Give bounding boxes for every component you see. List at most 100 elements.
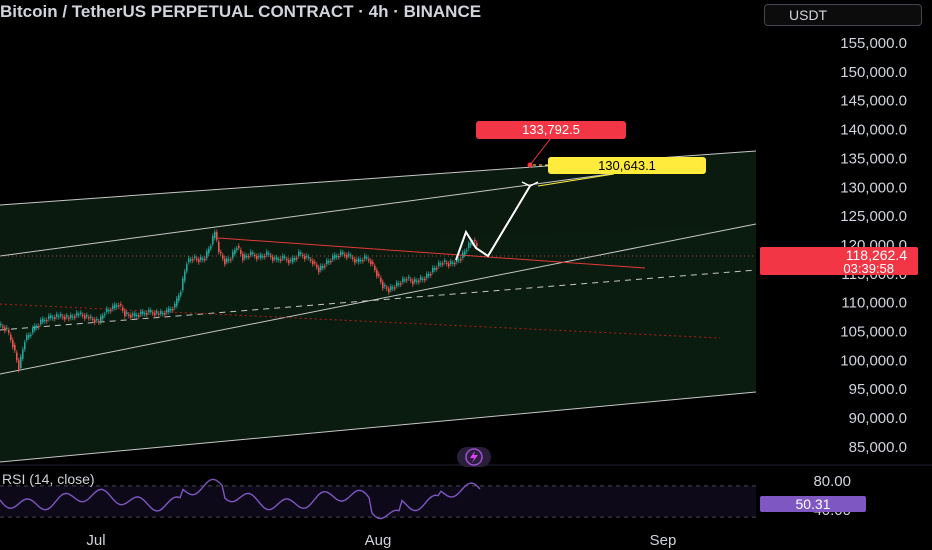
candle-body [464,251,466,255]
candle-body [368,259,370,261]
price-tick-label: 90,000.0 [849,410,907,427]
candle-body [348,253,350,256]
candle-body [134,313,136,316]
candle-body [384,285,386,287]
candle-body [2,326,4,328]
candle-body [360,260,362,262]
candle-body [286,259,288,261]
candle-body [6,327,8,329]
channel-support-line [0,223,757,375]
candle-body [272,257,274,261]
candle-body [92,318,94,320]
candle-body [276,257,278,260]
candle-body [338,256,340,258]
target-mid-label: 130,643.1 [598,158,656,173]
candle-body [220,252,222,254]
candle-body [262,256,264,258]
candle-body [254,255,256,257]
current-price-label: 118,262.4 [846,247,907,263]
candle-body [42,318,44,322]
symbol-title[interactable]: Bitcoin / TetherUS PERPETUAL CONTRACT · … [0,2,482,21]
candle-body [152,312,154,314]
candle-body [434,268,436,270]
candle-body [188,258,190,262]
candle-body [292,257,294,262]
candle-body [196,258,198,260]
candle-body [202,258,204,260]
candle-body [334,254,336,258]
candle-body [306,255,308,257]
candle-body [40,319,42,324]
rsi-legend[interactable]: RSI (14, close) [2,471,95,487]
price-tick-label: 150,000.0 [840,64,907,81]
candle-body [192,259,194,261]
time-axis-label: Sep [650,532,677,549]
candle-body [412,280,414,285]
candle-body [228,259,230,261]
candle-body [362,260,364,262]
candle-body [162,313,164,315]
lightning-icon[interactable] [457,447,491,467]
candle-body [252,252,254,254]
candle-body [352,257,354,259]
candle-body [190,259,192,261]
candle-body [358,258,360,262]
candle-body [118,305,120,307]
candle-body [392,287,394,289]
candle-body [416,280,418,282]
candle-body [278,259,280,261]
candle-body [100,316,102,322]
candle-body [170,309,172,311]
candle-body [50,315,52,318]
candle-body [330,261,332,263]
candle-body [288,260,290,264]
candle-body [284,256,286,258]
candle-body [236,248,238,250]
candle-body [296,258,298,260]
candle-body [142,311,144,314]
price-tick-label: 125,000.0 [840,208,907,225]
candle-body [298,251,300,256]
candle-body [312,260,314,265]
candle-body [136,315,138,317]
candle-body [18,360,20,371]
candle-body [144,313,146,315]
candle-body [350,255,352,257]
candle-body [320,265,322,270]
candle-body [212,235,214,244]
channel-upper-mid-line [0,173,611,257]
price-tick-label: 145,000.0 [840,93,907,110]
candle-body [154,312,156,316]
candle-body [374,266,376,270]
candle-body [102,315,104,319]
candle-body [408,277,410,279]
candle-body [186,264,188,272]
candle-body [356,259,358,261]
candle-body [454,262,456,265]
candle-body [426,273,428,278]
price-tick-label: 100,000.0 [840,352,907,369]
candle-body [62,316,64,318]
rsi-value-tag [760,496,866,512]
current-price-tag [760,247,918,275]
candle-body [28,335,30,338]
candle-body [466,250,468,252]
candle-body [376,270,378,277]
candle-body [90,316,92,318]
candle-body [366,257,368,259]
candle-body [160,311,162,314]
currency-selector[interactable]: USDT [764,4,922,26]
candle-body [116,305,118,307]
candle-body [216,232,218,240]
candle-body [402,278,404,282]
candle-body [124,310,126,317]
candle-body [76,312,78,316]
channel-bottom-line [0,391,757,463]
candle-body [80,312,82,314]
candle-body [342,252,344,254]
candle-body [318,267,320,273]
candles-group [0,229,478,373]
candle-body [158,313,160,315]
candle-body [164,313,166,315]
